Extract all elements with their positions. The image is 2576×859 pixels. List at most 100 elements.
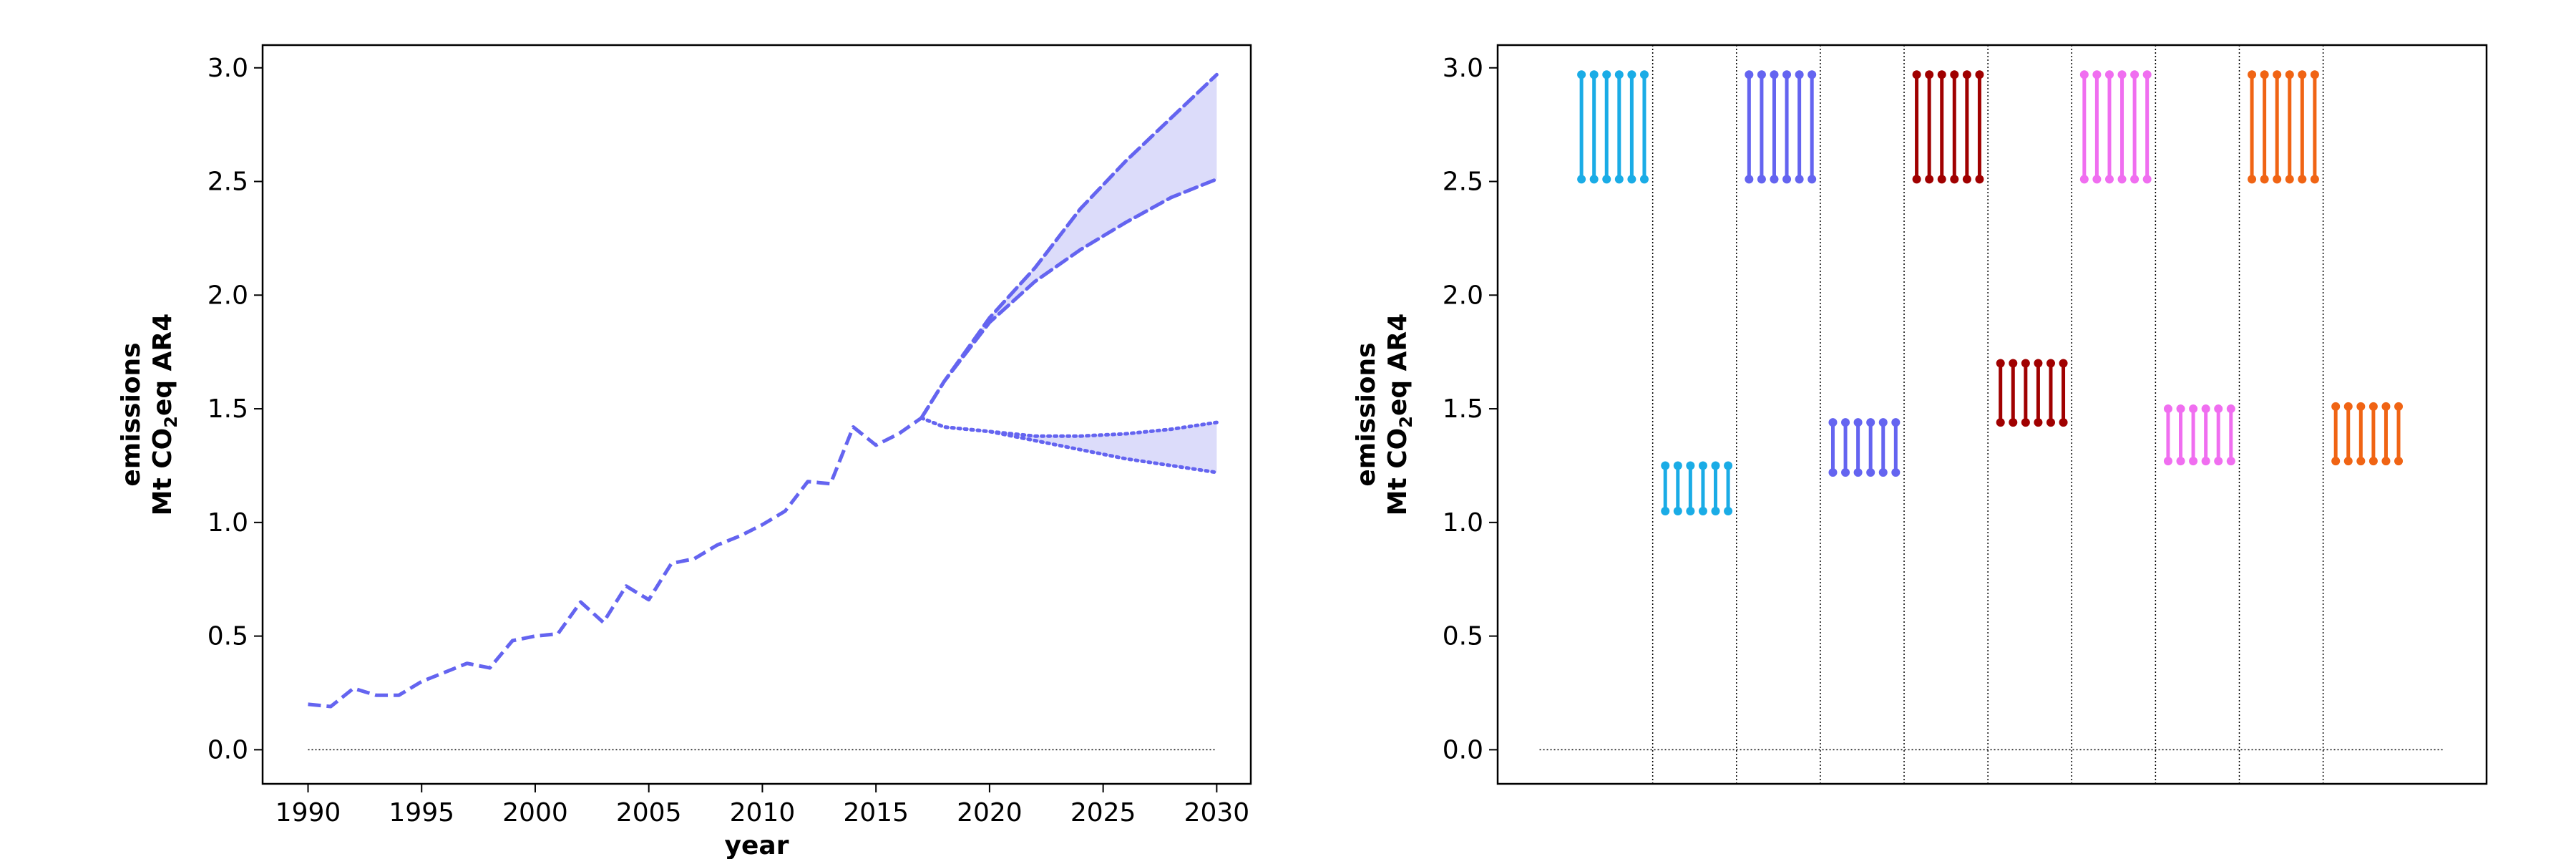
range-low-point <box>1639 175 1649 184</box>
range-high-point <box>2310 70 2319 79</box>
range-low-point <box>2298 175 2307 184</box>
range-low-point <box>1577 175 1586 184</box>
range-low-point <box>1828 467 1838 477</box>
range-high-point <box>1912 70 1921 79</box>
range-high-point <box>1724 461 1733 470</box>
plot-frame <box>1496 44 2488 785</box>
range-high-point <box>2130 70 2140 79</box>
range-high-point <box>1698 461 1707 470</box>
range-low-point <box>1996 418 2005 427</box>
projection-range-band <box>921 417 1217 472</box>
range-low-point <box>2009 418 2018 427</box>
range-high-point <box>2021 359 2030 368</box>
range-low-point <box>2285 175 2294 184</box>
range-high-point <box>1937 70 1946 79</box>
range-high-point <box>2331 402 2341 411</box>
range-high-point <box>1614 70 1624 79</box>
range-high-point <box>2104 70 2114 79</box>
range-high-point <box>2273 70 2282 79</box>
y-axis-label-unit-subscript: 2 <box>161 416 181 428</box>
range-low-point <box>2104 175 2114 184</box>
range-high-point <box>1602 70 1611 79</box>
range-high-point <box>2079 70 2089 79</box>
range-low-point <box>2226 457 2235 466</box>
range-high-point <box>2285 70 2294 79</box>
range-low-point <box>1975 175 1984 184</box>
range-low-point <box>2201 457 2210 466</box>
range-low-point <box>2092 175 2102 184</box>
range-low-point <box>2079 175 2089 184</box>
y-tick-label: 1.5 <box>208 394 248 424</box>
range-low-point <box>2189 457 2198 466</box>
range-high-point <box>2248 70 2257 79</box>
range-high-point <box>2009 359 2018 368</box>
projection-line-dotted <box>919 416 1219 475</box>
range-low-point <box>1925 175 1934 184</box>
range-high-point <box>1757 70 1766 79</box>
range-high-point <box>1891 418 1901 427</box>
range-low-point <box>2343 457 2353 466</box>
x-tick-label: 2020 <box>957 798 1023 828</box>
x-tick-label: 1990 <box>275 798 341 828</box>
range-high-point <box>2368 402 2378 411</box>
range-high-point <box>1950 70 1959 79</box>
range-low-point <box>2034 418 2043 427</box>
range-low-point <box>2059 418 2068 427</box>
y-tick-label: 2.0 <box>1443 281 1483 310</box>
range-high-point <box>1828 418 1838 427</box>
y-tick-label: 2.5 <box>208 168 248 197</box>
range-low-point <box>2331 457 2341 466</box>
range-low-point <box>1686 506 1695 515</box>
range-low-point <box>2142 175 2152 184</box>
range-low-point <box>1589 175 1599 184</box>
y-axis-label-line2: Mt CO2eq AR4 <box>148 314 181 516</box>
y-tick-label: 0.5 <box>208 622 248 651</box>
range-high-point <box>1866 418 1875 427</box>
range-high-point <box>1661 461 1670 470</box>
chart-panel-right: 0.0 0.5 1.0 1.5 2.0 2.5 3.0 emissions Mt CO2eq A… <box>1352 44 2488 785</box>
x-tick-label: 2005 <box>616 798 682 828</box>
range-low-point <box>2310 175 2319 184</box>
range-high-point <box>2260 70 2269 79</box>
range-high-point <box>1686 461 1695 470</box>
range-high-point <box>1673 461 1682 470</box>
range-high-point <box>1841 418 1850 427</box>
range-low-point <box>1891 467 1901 477</box>
range-low-point <box>2117 175 2127 184</box>
range-high-point <box>2189 404 2198 414</box>
range-high-point <box>1577 70 1586 79</box>
range-low-point <box>2248 175 2257 184</box>
range-high-point <box>1962 70 1971 79</box>
range-high-point <box>2163 404 2172 414</box>
range-low-point <box>1853 467 1863 477</box>
range-low-point <box>1770 175 1779 184</box>
range-low-point <box>1782 175 1792 184</box>
chart-panel-left: 1990 1995 2000 2005 2010 2015 2020 2025 2030 year… <box>117 44 1252 859</box>
y-tick-label: 1.5 <box>1443 394 1483 424</box>
x-axis-label: year <box>725 831 789 859</box>
y-axis-label-line1: emissions <box>117 342 146 486</box>
range-low-point <box>2176 457 2185 466</box>
y-axis-label-line1: emissions <box>1352 342 1381 486</box>
range-low-point <box>2356 457 2366 466</box>
range-low-point <box>1937 175 1946 184</box>
range-high-point <box>2394 402 2404 411</box>
y-axis-label-unit-subscript: 2 <box>1396 416 1416 428</box>
x-tick-label: 2010 <box>730 798 796 828</box>
y-axis-label-line2: Mt CO2eq AR4 <box>1383 314 1416 516</box>
range-high-point <box>2201 404 2210 414</box>
range-low-point <box>1841 467 1850 477</box>
range-high-point <box>2059 359 2068 368</box>
range-low-point <box>1627 175 1636 184</box>
projection-range-band <box>921 74 1217 418</box>
range-low-point <box>2260 175 2269 184</box>
range-low-point <box>1866 467 1875 477</box>
range-low-point <box>1602 175 1611 184</box>
range-high-point <box>1770 70 1779 79</box>
range-high-point <box>2046 359 2055 368</box>
range-high-point <box>2226 404 2235 414</box>
y-tick-label: 0.5 <box>1443 622 1483 651</box>
y-tick-label: 1.0 <box>208 508 248 538</box>
range-low-point <box>2130 175 2140 184</box>
y-tick-label: 0.0 <box>208 735 248 765</box>
